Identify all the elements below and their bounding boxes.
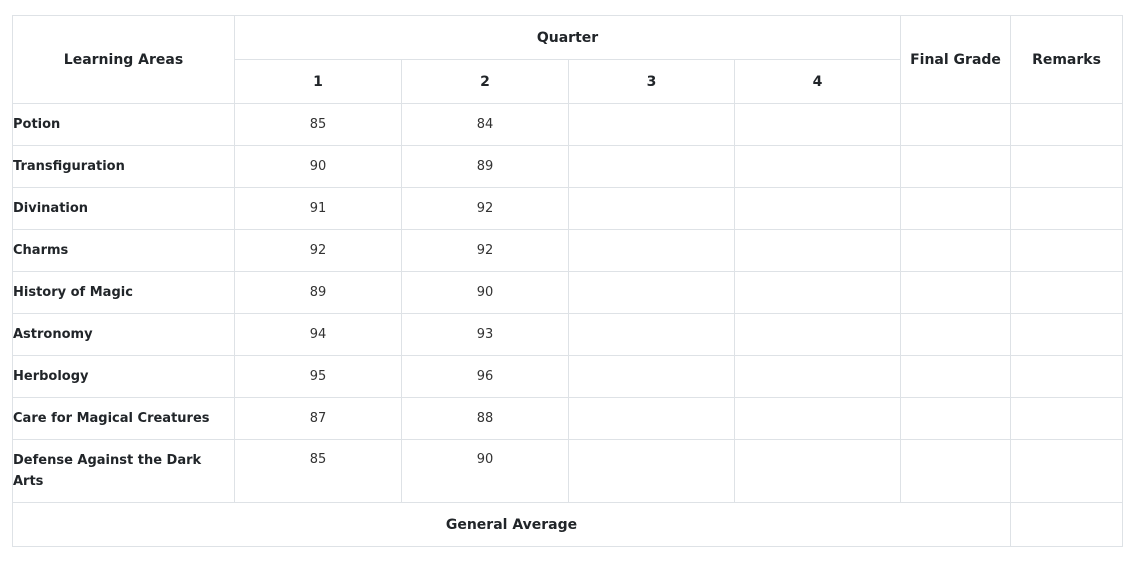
grade-q3-cell (568, 229, 735, 272)
grade-q1-cell: 87 (234, 397, 402, 440)
grade-q3-cell (568, 271, 735, 314)
grade-q1-cell: 85 (234, 439, 402, 503)
general-average-value (1010, 502, 1123, 547)
grade-q3-cell (568, 439, 735, 503)
subject-cell: Divination (12, 187, 235, 230)
table-row: Charms 92 92 (12, 229, 1123, 272)
remarks-cell (1010, 439, 1123, 503)
grade-q4-cell (734, 187, 901, 230)
final-grade-cell (900, 145, 1011, 188)
grade-q2-cell: 90 (401, 439, 569, 503)
grade-q3-cell (568, 103, 735, 146)
header-quarter-3: 3 (568, 59, 735, 104)
grade-q1-cell: 85 (234, 103, 402, 146)
grade-q1-cell: 95 (234, 355, 402, 398)
subject-cell: Astronomy (12, 313, 235, 356)
grade-q2-cell: 92 (401, 187, 569, 230)
grade-q4-cell (734, 313, 901, 356)
grade-q2-cell: 92 (401, 229, 569, 272)
general-average-label: General Average (12, 502, 1011, 547)
subject-cell: Defense Against the Dark Arts (12, 439, 235, 503)
grade-q4-cell (734, 103, 901, 146)
remarks-cell (1010, 187, 1123, 230)
report-card-table: Learning Areas Quarter Final Grade Remar… (12, 15, 1123, 547)
remarks-cell (1010, 229, 1123, 272)
grade-q3-cell (568, 145, 735, 188)
subject-cell: Charms (12, 229, 235, 272)
header-remarks: Remarks (1010, 15, 1123, 104)
grade-q2-cell: 96 (401, 355, 569, 398)
subject-cell: Care for Magical Creatures (12, 397, 235, 440)
grade-q1-cell: 89 (234, 271, 402, 314)
header-quarter-2: 2 (401, 59, 569, 104)
grade-q2-cell: 89 (401, 145, 569, 188)
header-final-grade: Final Grade (900, 15, 1011, 104)
subject-cell: History of Magic (12, 271, 235, 314)
header-quarter-4: 4 (734, 59, 901, 104)
subject-cell: Transfiguration (12, 145, 235, 188)
grade-q1-cell: 91 (234, 187, 402, 230)
final-grade-cell (900, 439, 1011, 503)
final-grade-cell (900, 271, 1011, 314)
table-row: History of Magic 89 90 (12, 271, 1123, 314)
grade-q3-cell (568, 397, 735, 440)
grade-q4-cell (734, 397, 901, 440)
header-quarter-1: 1 (234, 59, 402, 104)
general-average-row: General Average (12, 502, 1123, 547)
table-row: Herbology 95 96 (12, 355, 1123, 398)
table-row: Defense Against the Dark Arts 85 90 (12, 439, 1123, 503)
table-row: Care for Magical Creatures 87 88 (12, 397, 1123, 440)
grade-q2-cell: 93 (401, 313, 569, 356)
grade-q4-cell (734, 355, 901, 398)
grade-q1-cell: 90 (234, 145, 402, 188)
remarks-cell (1010, 145, 1123, 188)
final-grade-cell (900, 103, 1011, 146)
grade-q3-cell (568, 355, 735, 398)
remarks-cell (1010, 397, 1123, 440)
table-row: Astronomy 94 93 (12, 313, 1123, 356)
final-grade-cell (900, 397, 1011, 440)
grade-q4-cell (734, 145, 901, 188)
grade-q1-cell: 94 (234, 313, 402, 356)
grade-q4-cell (734, 439, 901, 503)
final-grade-cell (900, 355, 1011, 398)
remarks-cell (1010, 103, 1123, 146)
grade-q4-cell (734, 271, 901, 314)
grade-q3-cell (568, 187, 735, 230)
grade-q1-cell: 92 (234, 229, 402, 272)
final-grade-cell (900, 313, 1011, 356)
subject-cell: Herbology (12, 355, 235, 398)
grade-q2-cell: 90 (401, 271, 569, 314)
grade-q2-cell: 88 (401, 397, 569, 440)
grade-q2-cell: 84 (401, 103, 569, 146)
remarks-cell (1010, 313, 1123, 356)
grade-q4-cell (734, 229, 901, 272)
header-quarter: Quarter (234, 15, 901, 60)
table-row: Potion 85 84 (12, 103, 1123, 146)
remarks-cell (1010, 355, 1123, 398)
remarks-cell (1010, 271, 1123, 314)
subject-cell: Potion (12, 103, 235, 146)
header-learning-areas: Learning Areas (12, 15, 235, 104)
table-row: Transfiguration 90 89 (12, 145, 1123, 188)
final-grade-cell (900, 187, 1011, 230)
final-grade-cell (900, 229, 1011, 272)
table-row: Divination 91 92 (12, 187, 1123, 230)
grade-q3-cell (568, 313, 735, 356)
